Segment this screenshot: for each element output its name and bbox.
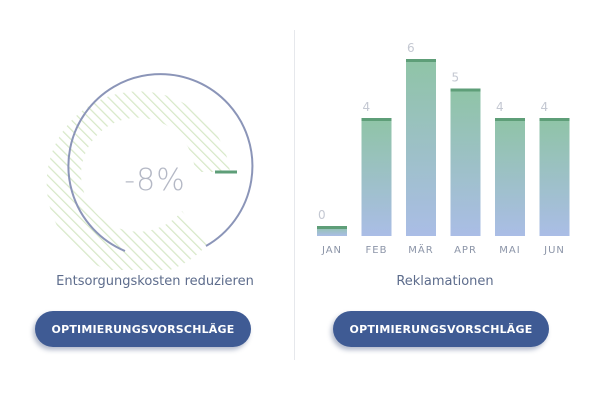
bar-cap — [317, 226, 347, 229]
category-label: MAI — [499, 245, 520, 256]
bar-value-label: 4 — [496, 100, 504, 114]
bar-cap — [361, 118, 392, 121]
bar-mai — [495, 118, 525, 236]
gauge — [46, 73, 254, 270]
bar-value-label: 6 — [407, 41, 415, 55]
panel-divider — [294, 30, 295, 360]
gauge-arc — [67, 73, 254, 252]
category-label: APR — [454, 245, 477, 256]
bar-jan — [317, 226, 347, 236]
bar-cap — [450, 88, 481, 92]
bar-cap — [539, 118, 570, 121]
bar-feb — [361, 118, 392, 236]
category-label: JUN — [543, 245, 565, 256]
category-label: JAN — [321, 245, 342, 256]
bar-value-label: 5 — [452, 71, 460, 85]
bar-apr — [450, 88, 481, 236]
bar-cap — [495, 118, 525, 121]
bar-value-label: 4 — [363, 100, 371, 114]
optimization-suggestions-button[interactable]: OPTIMIERUNGSVORSCHLÄGE — [333, 311, 549, 347]
category-label: FEB — [366, 245, 388, 256]
gauge-hatched-fill — [46, 91, 230, 270]
optimization-suggestions-button[interactable]: OPTIMIERUNGSVORSCHLÄGE — [35, 311, 251, 347]
reklamationen-chart: 0 JAN 4 FEB 6 MÄR 5 APR 4 MAI 4 JUN — [317, 41, 570, 256]
bar-jun — [539, 118, 570, 236]
gauge-value: -8% — [124, 163, 186, 198]
category-label: MÄR — [408, 243, 433, 256]
bar-cap — [406, 59, 436, 62]
bar-mär — [406, 59, 436, 236]
chart-caption: Reklamationen — [396, 274, 494, 289]
gauge-caption: Entsorgungskosten reduzieren — [56, 274, 254, 289]
bar-value-label: 0 — [318, 208, 326, 222]
bar-value-label: 4 — [541, 100, 549, 114]
